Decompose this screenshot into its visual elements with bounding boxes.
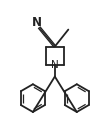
Text: N: N — [51, 60, 59, 70]
Text: N: N — [32, 16, 42, 29]
